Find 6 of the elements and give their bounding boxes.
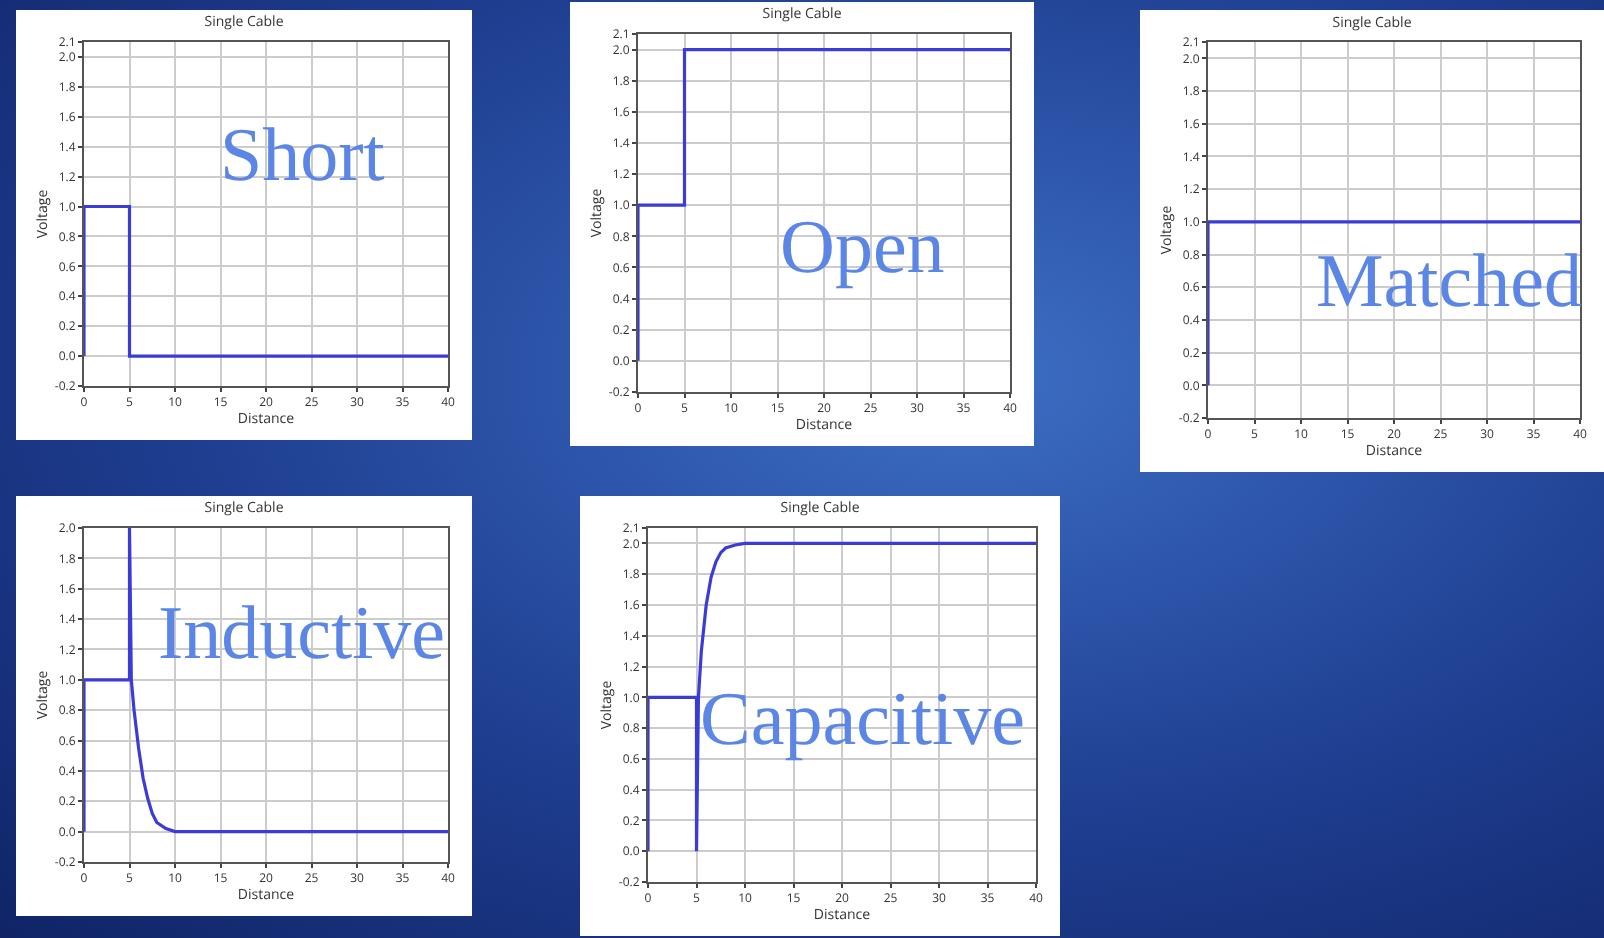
annotation: Capacitive <box>700 678 1025 762</box>
line-series <box>648 541 1036 853</box>
line-series <box>84 528 448 834</box>
annotation: Open <box>780 206 945 290</box>
annotation: Inductive <box>158 592 446 676</box>
annotation: Short <box>220 114 386 198</box>
